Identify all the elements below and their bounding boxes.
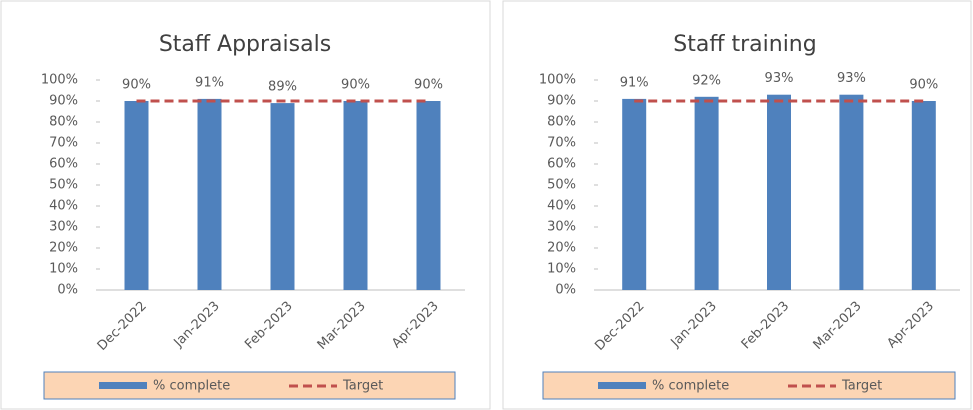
data-label: 91% xyxy=(620,75,649,90)
y-tick-label: 0% xyxy=(555,283,576,298)
bar xyxy=(343,101,368,290)
y-tick-label: 20% xyxy=(49,241,78,256)
data-label: 93% xyxy=(837,71,866,86)
bar xyxy=(622,98,647,291)
y-tick-label: 30% xyxy=(49,220,78,235)
data-label: 90% xyxy=(414,78,443,93)
bar xyxy=(124,101,149,290)
y-tick-label: 30% xyxy=(547,220,576,235)
y-tick-label: 80% xyxy=(547,115,576,130)
data-label: 91% xyxy=(195,75,224,90)
bar xyxy=(911,101,936,290)
bar xyxy=(767,94,791,290)
legend-swatch xyxy=(598,382,646,389)
bar xyxy=(694,96,719,290)
y-tick-label: 60% xyxy=(49,157,78,172)
y-tick-label: 60% xyxy=(547,157,576,172)
y-tick-label: 50% xyxy=(49,178,78,193)
legend-swatch xyxy=(99,382,147,389)
y-tick-label: 10% xyxy=(547,262,576,277)
data-label: 92% xyxy=(692,73,721,88)
bar xyxy=(839,94,864,290)
bar xyxy=(197,98,222,291)
y-tick-label: 90% xyxy=(547,94,576,109)
bar xyxy=(416,101,441,290)
data-label: 90% xyxy=(122,78,151,93)
legend-label: Target xyxy=(342,379,383,394)
y-tick-label: 40% xyxy=(49,199,78,214)
y-tick-label: 20% xyxy=(547,241,576,256)
data-label: 89% xyxy=(268,80,297,95)
y-tick-label: 40% xyxy=(547,199,576,214)
data-label: 93% xyxy=(765,71,794,86)
legend-label: % complete xyxy=(153,379,230,394)
data-label: 90% xyxy=(909,78,938,93)
y-tick-label: 10% xyxy=(49,262,78,277)
bar xyxy=(270,103,295,290)
y-tick-label: 90% xyxy=(49,94,78,109)
data-label: 90% xyxy=(341,78,370,93)
chart-title: Staff training xyxy=(673,32,816,57)
y-tick-label: 50% xyxy=(547,178,576,193)
legend-label: Target xyxy=(841,379,882,394)
legend-label: % complete xyxy=(652,379,729,394)
chart-title: Staff Appraisals xyxy=(159,32,331,57)
y-tick-label: 70% xyxy=(547,136,576,151)
panel xyxy=(0,0,491,410)
y-tick-label: 100% xyxy=(41,73,78,88)
y-tick-label: 100% xyxy=(539,73,576,88)
y-tick-label: 0% xyxy=(57,283,78,298)
y-tick-label: 80% xyxy=(49,115,78,130)
panel xyxy=(502,0,972,410)
y-tick-label: 70% xyxy=(49,136,78,151)
